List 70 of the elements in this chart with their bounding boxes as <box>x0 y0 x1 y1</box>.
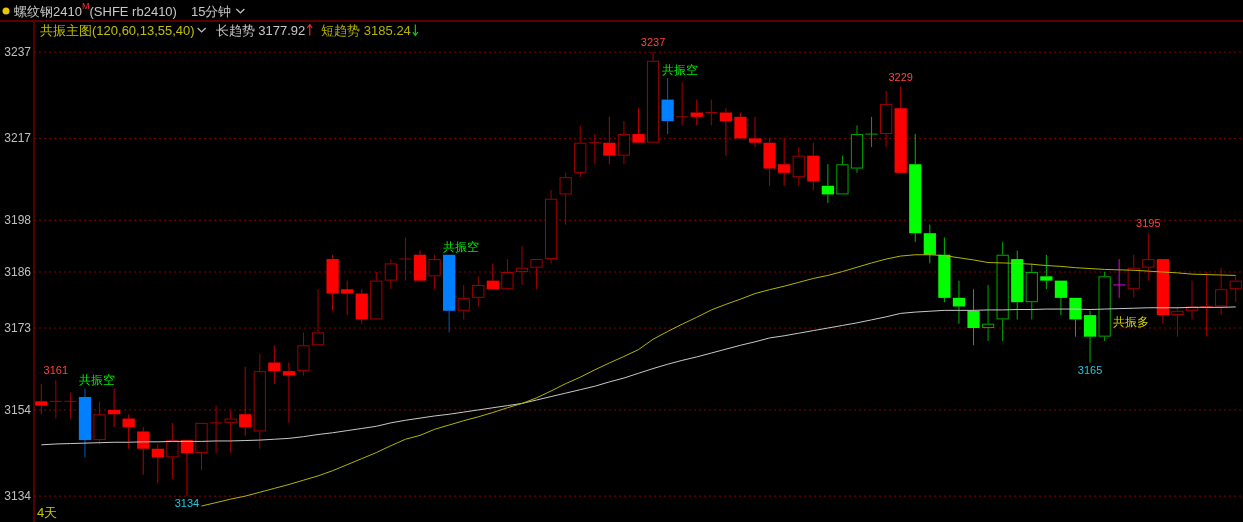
annotation: 3161 <box>43 363 69 376</box>
annotation: 3229 <box>888 70 913 83</box>
candlestick <box>1127 254 1140 299</box>
text: 共振空 <box>443 239 480 254</box>
annotation: 3195 <box>1136 217 1161 230</box>
candlestick <box>574 124 587 178</box>
candlestick <box>282 362 296 424</box>
candlestick <box>1083 310 1097 364</box>
candlestick <box>1229 275 1242 303</box>
candlestick <box>297 331 310 376</box>
candlestick <box>384 258 397 290</box>
candlestick <box>326 254 339 312</box>
candlestick <box>515 245 529 286</box>
candlestick <box>1011 249 1024 320</box>
candlestick <box>137 426 150 476</box>
candlestick <box>122 413 135 450</box>
candlestick <box>268 344 281 385</box>
candlestick <box>108 387 121 428</box>
candlestick <box>763 137 776 187</box>
y-tick-label: 3237 <box>4 45 32 60</box>
candlestick <box>821 163 834 204</box>
y-tick-label: 3217 <box>4 131 32 146</box>
annotation: 3237 <box>640 36 666 49</box>
legend-label: 长趋势 3177.92 <box>215 22 306 38</box>
annotation: 4天 <box>37 505 58 520</box>
candlestick <box>239 366 252 437</box>
y-tick-label: 3173 <box>4 321 32 336</box>
candlestick <box>996 241 1009 342</box>
candlestick <box>909 133 922 243</box>
candlestick <box>981 284 995 342</box>
text: 短趋势 3185.24 <box>321 22 411 38</box>
candlestick <box>865 116 878 148</box>
candlestick <box>938 237 951 303</box>
y-tick-label: 3134 <box>4 489 32 504</box>
candlestick <box>748 116 762 148</box>
candlestick <box>880 90 893 148</box>
candlestick <box>1098 271 1111 342</box>
y-tick-label: 3186 <box>4 265 32 279</box>
candlestick <box>166 422 179 480</box>
y-tick-label: 3154 <box>4 402 32 417</box>
candlestick <box>850 124 864 174</box>
text: 共振空 <box>78 373 115 388</box>
legend-title: 共振主图(120,60,13,55,40) <box>40 22 195 38</box>
candlestick <box>807 142 820 191</box>
candlestick <box>78 387 92 458</box>
chart-title: 螺纹钢2410$^{M}$(SHFE rb2410) <box>14 1 177 19</box>
candlestick <box>151 443 164 484</box>
candlestick <box>952 280 966 325</box>
annotation: 3134 <box>174 497 200 510</box>
candlestick <box>705 99 718 126</box>
candlestick <box>559 172 572 226</box>
text: 共振空 <box>661 63 698 78</box>
chart-subtitle: 15分钟 <box>190 3 232 19</box>
candlestick <box>719 107 733 157</box>
candlestick <box>967 288 980 346</box>
candlestick <box>1200 271 1213 338</box>
candlestick <box>49 379 62 420</box>
candlestick <box>355 288 368 325</box>
text: 共振多 <box>1112 314 1149 329</box>
candlestick <box>1171 305 1184 338</box>
candlestick <box>661 77 674 135</box>
candlestick <box>209 405 223 454</box>
candlestick <box>544 189 558 264</box>
candlestick <box>399 237 412 282</box>
y-tick-label: 3198 <box>4 213 32 228</box>
candlestick <box>778 137 791 187</box>
candlestick <box>617 120 631 165</box>
candlestick <box>1113 258 1126 299</box>
annotation: 3165 <box>1077 363 1103 376</box>
candlestick <box>428 254 441 290</box>
